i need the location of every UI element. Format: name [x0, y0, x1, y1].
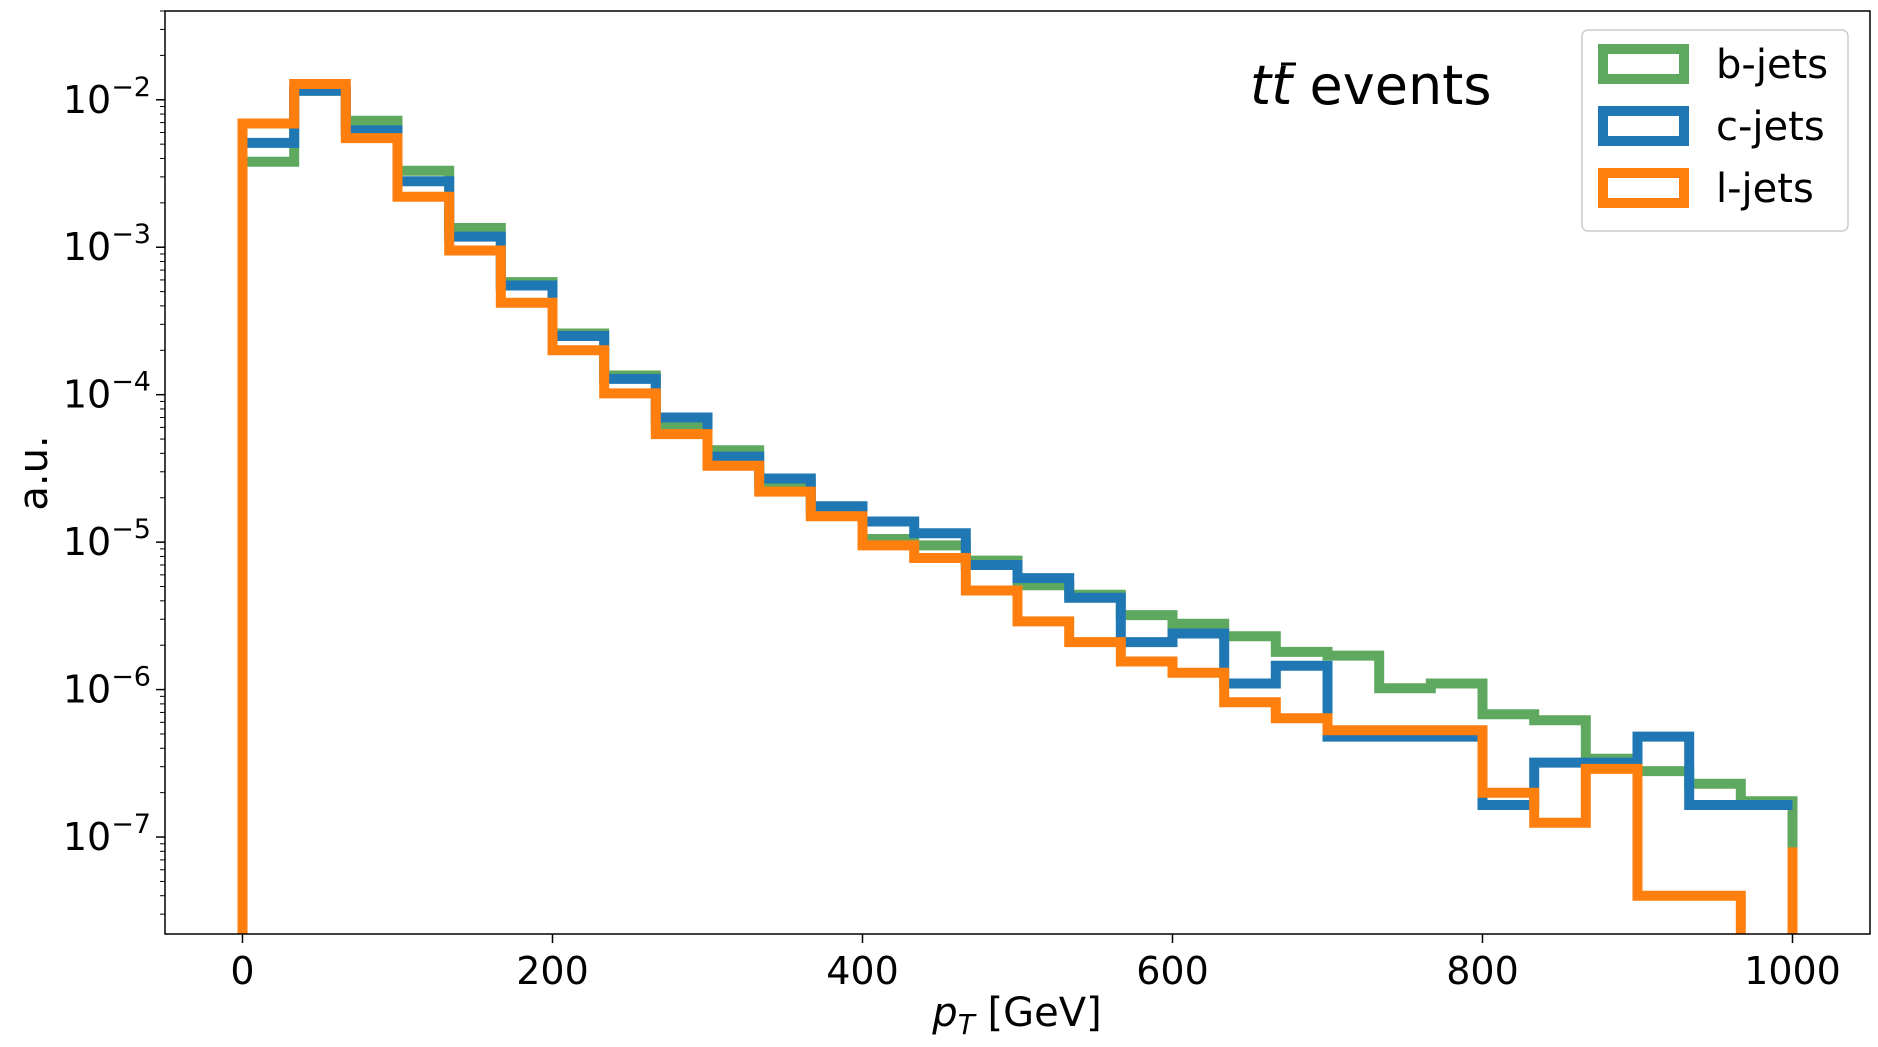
legend-swatch-c-jets — [1598, 106, 1689, 146]
plot-frame — [164, 10, 1871, 935]
x-axis-label: pT [GeV] — [931, 990, 1101, 1041]
y-tick-label: 10−7 — [63, 809, 151, 859]
x-tick-label: 400 — [826, 949, 899, 993]
x-tick-label: 0 — [230, 949, 254, 993]
annotation-text: events — [1292, 54, 1491, 117]
y-axis: 10−2 10−3 10−4 10−5 10−6 10−7 — [63, 10, 165, 915]
annotation-tbar: t — [1271, 54, 1294, 117]
x-tick-label: 1000 — [1744, 949, 1841, 993]
y-tick-label: 10−3 — [63, 219, 151, 269]
legend: b-jets c-jets l-jets — [1581, 29, 1849, 232]
series-l-jets — [237, 79, 1798, 934]
y-tick-label: 10−5 — [63, 514, 151, 564]
x-tick-label: 800 — [1446, 949, 1519, 993]
annotation-t: t — [1250, 54, 1273, 117]
x-tick-label: 200 — [516, 949, 589, 993]
x-axis-label-sub: T — [958, 1008, 977, 1041]
y-tick-label: 10−4 — [63, 367, 151, 417]
legend-label-l-jets: l-jets — [1716, 166, 1814, 212]
legend-swatch-l-jets — [1598, 168, 1689, 208]
series-layer — [237, 79, 1798, 934]
x-axis: 0 200 400 600 800 1000 — [230, 934, 1841, 993]
x-axis-label-var: p — [931, 990, 957, 1036]
y-tick-label: 10−6 — [63, 662, 151, 712]
legend-label-c-jets: c-jets — [1716, 104, 1825, 150]
y-tick-label: 10−2 — [63, 72, 151, 122]
x-tick-label: 600 — [1136, 949, 1209, 993]
legend-label-b-jets: b-jets — [1716, 42, 1828, 88]
legend-swatch-b-jets — [1598, 44, 1689, 84]
x-axis-label-unit: [GeV] — [975, 990, 1102, 1036]
y-axis-label: a.u. — [11, 435, 57, 510]
annotation: tt events — [1250, 54, 1491, 117]
